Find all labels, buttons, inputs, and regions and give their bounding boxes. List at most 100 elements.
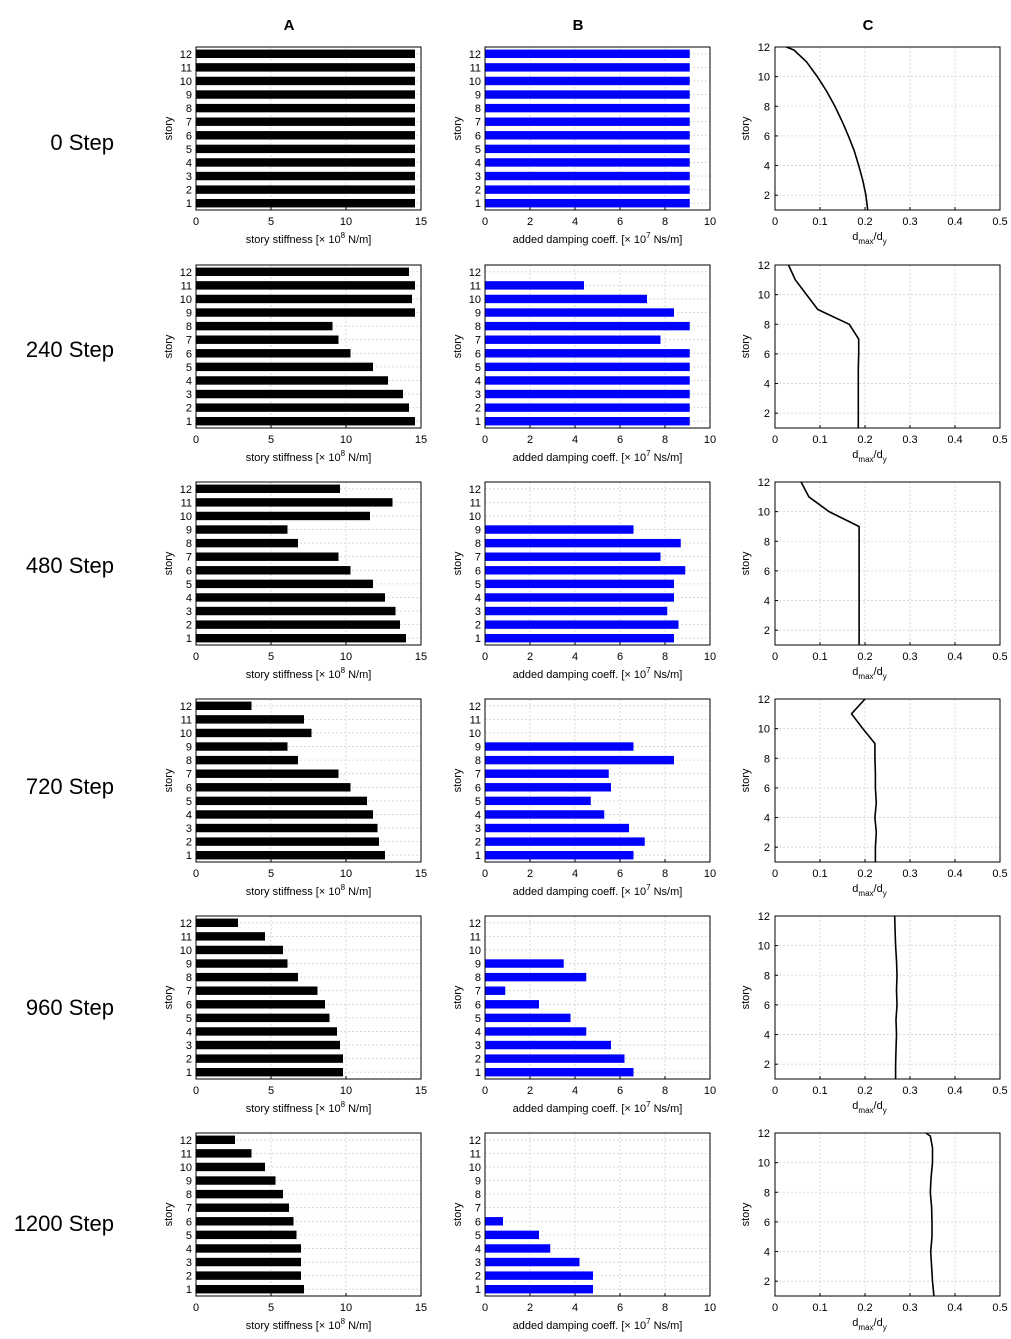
x-tick-label: 10 bbox=[704, 651, 716, 663]
x-tick-label: 6 bbox=[617, 434, 623, 446]
y-tick-label: 1 bbox=[475, 1284, 481, 1296]
row-label-5: 1200 Step bbox=[14, 1211, 114, 1236]
axes-frame bbox=[774, 915, 1001, 1080]
y-tick-label: 3 bbox=[186, 1040, 192, 1052]
x-tick-label: 0.5 bbox=[992, 1302, 1007, 1314]
x-axis-label: story stiffness [× 108 N/m] bbox=[246, 883, 372, 898]
axes-frame bbox=[774, 1132, 1001, 1297]
x-tick-label: 0.5 bbox=[992, 434, 1007, 446]
bar-story-2 bbox=[196, 403, 409, 412]
y-tick-label: 4 bbox=[764, 1030, 770, 1042]
bar-story-1 bbox=[196, 198, 415, 208]
x-tick-label: 0.2 bbox=[857, 868, 872, 880]
y-tick-label: 9 bbox=[475, 1176, 481, 1188]
y-tick-label: 11 bbox=[181, 62, 192, 74]
plot-area bbox=[485, 699, 710, 862]
x-tick-label: 4 bbox=[572, 1302, 578, 1314]
y-tick-label: 2 bbox=[186, 1054, 192, 1066]
y-tick-label: 1 bbox=[475, 416, 481, 428]
y-tick-label: 7 bbox=[186, 769, 192, 781]
plot-area bbox=[196, 265, 421, 428]
bar-story-6 bbox=[485, 566, 686, 575]
y-tick-label: 12 bbox=[758, 477, 770, 489]
plot-area bbox=[485, 265, 710, 428]
column-header-B: B bbox=[573, 17, 584, 34]
bar-story-8 bbox=[196, 321, 333, 331]
bar-story-4 bbox=[485, 158, 690, 167]
y-axis-label: story bbox=[163, 1202, 175, 1226]
y-tick-label: 4 bbox=[764, 379, 770, 391]
bar-story-5 bbox=[196, 362, 373, 372]
bar-story-6 bbox=[196, 1217, 294, 1226]
y-tick-label: 8 bbox=[764, 970, 770, 982]
column-header-A: A bbox=[284, 17, 295, 34]
x-tick-label: 10 bbox=[340, 434, 352, 446]
y-tick-label: 3 bbox=[475, 171, 481, 183]
y-tick-label: 4 bbox=[186, 1243, 192, 1255]
y-tick-label: 12 bbox=[469, 701, 481, 713]
bar-story-12 bbox=[196, 701, 252, 711]
bar-story-5 bbox=[196, 1013, 330, 1023]
y-tick-label: 10 bbox=[469, 511, 481, 523]
bar-story-6 bbox=[485, 1000, 539, 1009]
bar-story-4 bbox=[485, 1027, 587, 1036]
bar-story-1 bbox=[196, 416, 415, 426]
x-tick-label: 10 bbox=[340, 1085, 352, 1097]
bar-story-2 bbox=[196, 620, 400, 629]
x-tick-label: 10 bbox=[704, 1302, 716, 1314]
bar-story-5 bbox=[196, 1230, 297, 1240]
y-axis-label: story bbox=[163, 551, 175, 575]
y-tick-label: 8 bbox=[475, 1189, 481, 1201]
bar-story-3 bbox=[196, 171, 415, 181]
plot-area bbox=[196, 47, 421, 210]
bar-story-2 bbox=[485, 403, 690, 412]
y-axis-label: story bbox=[740, 768, 752, 792]
x-axis-label: added damping coeff. [× 107 Ns/m] bbox=[513, 666, 683, 681]
x-tick-label: 10 bbox=[704, 434, 716, 446]
y-tick-label: 6 bbox=[186, 348, 192, 360]
x-tick-label: 10 bbox=[704, 868, 716, 880]
x-tick-label: 0 bbox=[193, 434, 199, 446]
bar-story-8 bbox=[485, 321, 690, 331]
x-tick-label: 0.1 bbox=[812, 216, 827, 228]
plot-area bbox=[775, 482, 1000, 645]
bar-story-7 bbox=[196, 552, 339, 561]
x-tick-label: 6 bbox=[617, 868, 623, 880]
x-tick-label: 15 bbox=[415, 434, 427, 446]
bar-story-6 bbox=[196, 1000, 325, 1009]
x-tick-label: 0.3 bbox=[902, 216, 917, 228]
y-tick-label: 6 bbox=[186, 782, 192, 794]
bar-story-5 bbox=[196, 796, 367, 806]
x-tick-label: 0 bbox=[772, 1085, 778, 1097]
y-tick-label: 1 bbox=[186, 1284, 192, 1296]
y-tick-label: 6 bbox=[764, 566, 770, 578]
bar-story-11 bbox=[196, 715, 304, 724]
x-tick-label: 0.1 bbox=[812, 1302, 827, 1314]
bar-story-6 bbox=[196, 131, 415, 140]
bar-story-12 bbox=[196, 267, 409, 277]
x-axis-label: dmax/dy bbox=[852, 1317, 886, 1332]
bar-story-8 bbox=[485, 538, 681, 548]
x-tick-label: 0 bbox=[193, 1302, 199, 1314]
row-label-4: 960 Step bbox=[26, 995, 114, 1020]
y-tick-label: 7 bbox=[475, 552, 481, 564]
panel-C-720-step: 0 0.1 0.2 0.3 0.4 0.5 2 4 6 8 10 12 story dmax/dy bbox=[740, 694, 1008, 898]
x-tick-label: 0 bbox=[482, 868, 488, 880]
y-tick-label: 4 bbox=[764, 161, 770, 173]
bar-story-10 bbox=[196, 294, 412, 304]
x-tick-label: 15 bbox=[415, 216, 427, 228]
bar-story-8 bbox=[196, 103, 415, 113]
series-line bbox=[786, 46, 869, 211]
bar-story-7 bbox=[196, 769, 339, 778]
x-tick-label: 2 bbox=[527, 651, 533, 663]
y-tick-label: 11 bbox=[181, 931, 192, 943]
x-axis-label: story stiffness [× 108 N/m] bbox=[246, 449, 372, 464]
x-tick-label: 8 bbox=[662, 1085, 668, 1097]
axes-frame bbox=[774, 46, 1001, 211]
y-tick-label: 1 bbox=[186, 850, 192, 862]
y-tick-label: 2 bbox=[764, 842, 770, 854]
